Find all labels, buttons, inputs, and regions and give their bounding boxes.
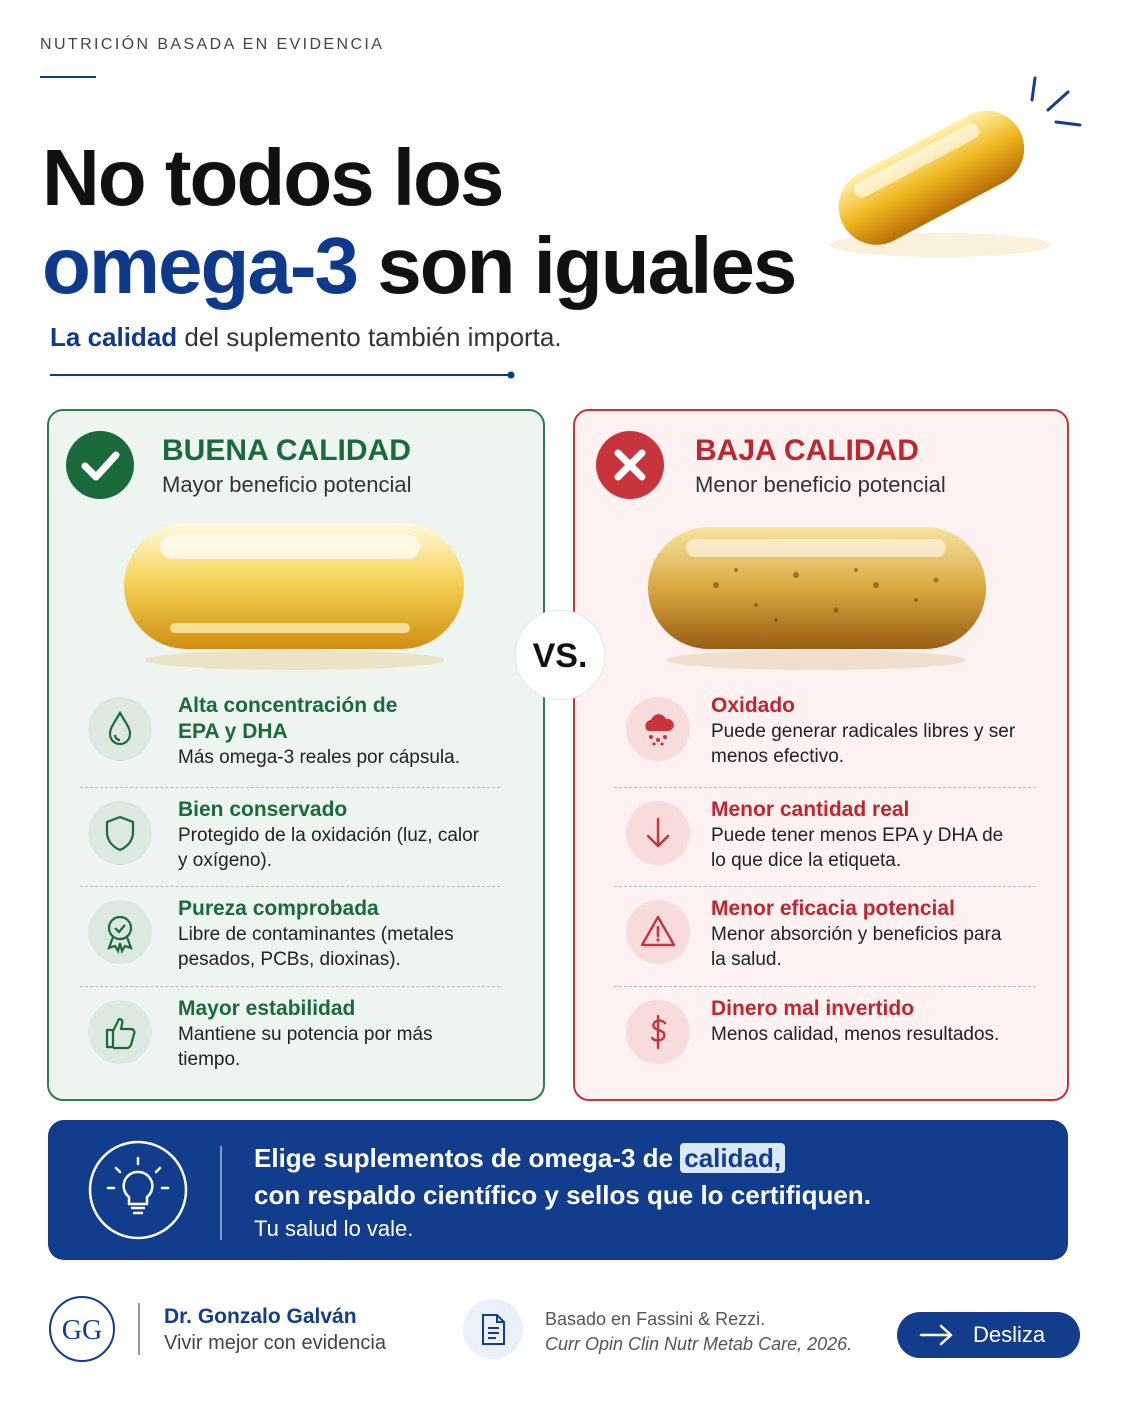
callout-text: Elige suplementos de omega-3 de bbox=[254, 1143, 673, 1173]
separator bbox=[614, 787, 1036, 788]
button-label[interactable]: Desliza bbox=[973, 1322, 1046, 1347]
icon-glyph bbox=[105, 1017, 136, 1050]
icon-glyph bbox=[645, 714, 674, 746]
icon-glyph bbox=[650, 1014, 667, 1050]
check-icon bbox=[66, 431, 134, 499]
divider bbox=[220, 1146, 222, 1240]
title: omega-3 son iguales bbox=[42, 226, 797, 306]
icon-glyph bbox=[108, 710, 132, 746]
callout-line3: Tu salud lo vale. bbox=[254, 1216, 414, 1241]
callout bbox=[48, 1120, 1068, 1260]
bad-subtitle: Menor beneficio potencial bbox=[695, 472, 946, 497]
hero-capsule bbox=[830, 76, 1082, 257]
divider bbox=[138, 1303, 140, 1355]
subtitle: La calidad del suplemento también import… bbox=[50, 322, 562, 353]
source: Basado en Fassini & Rezzi. bbox=[545, 1309, 766, 1329]
callout-line1: Elige suplementos de omega-3 de calidad, bbox=[254, 1143, 786, 1174]
author-tagline: Vivir mejor con evidencia bbox=[164, 1332, 386, 1354]
icon-glyph bbox=[646, 817, 670, 848]
item-text: Protegido de la oxidación (luz, calor y … bbox=[178, 825, 480, 871]
good-title: BUENA CALIDAD bbox=[162, 434, 411, 467]
underline bbox=[50, 371, 515, 379]
item-text: Menor absorción y beneficios para la sal… bbox=[711, 924, 1002, 970]
item-text: Más omega-3 reales por cápsula. bbox=[178, 747, 460, 768]
title: No todos los bbox=[42, 133, 504, 222]
item-icon bbox=[626, 1000, 690, 1064]
title-rest: son iguales bbox=[377, 221, 797, 310]
kicker: NUTRICIÓN BASADA EN EVIDENCIA bbox=[40, 36, 385, 53]
good-capsule bbox=[124, 523, 464, 670]
item-icon bbox=[626, 900, 690, 964]
separator bbox=[80, 986, 500, 987]
source-citation: Curr Opin Clin Nutr Metab Care, 2026. bbox=[545, 1334, 853, 1354]
bad-capsule bbox=[648, 527, 986, 670]
item-text: Libre de contaminantes (metales pesados,… bbox=[178, 924, 454, 970]
item-text: Puede tener menos EPA y DHA de lo que di… bbox=[711, 825, 1004, 871]
item-icon bbox=[88, 1000, 152, 1064]
item-icon bbox=[626, 801, 690, 865]
subtitle-highlight: La calidad bbox=[50, 322, 178, 352]
vs-badge: VS. bbox=[514, 609, 606, 701]
item-title: Menor cantidad real bbox=[711, 798, 910, 821]
item-icon bbox=[88, 801, 152, 865]
item-text: Puede generar radicales libres y ser men… bbox=[711, 721, 1016, 767]
arrow-icon bbox=[919, 1324, 953, 1346]
swipe-button[interactable]: Desliza bbox=[897, 1312, 1080, 1358]
icon-glyph bbox=[107, 915, 133, 954]
item-title: Mayor estabilidad bbox=[178, 997, 356, 1020]
subtitle-rest: del suplemento también importa. bbox=[184, 322, 562, 352]
doc-icon bbox=[463, 1299, 523, 1359]
item-title: Menor eficacia potencial bbox=[711, 897, 955, 920]
bulb-icon bbox=[88, 1140, 188, 1240]
title-highlight: omega-3 bbox=[42, 221, 359, 310]
good-subtitle: Mayor beneficio potencial bbox=[162, 472, 412, 497]
icon-glyph bbox=[640, 915, 676, 947]
icon-glyph bbox=[105, 815, 135, 852]
item-icon bbox=[626, 697, 690, 761]
separator bbox=[80, 886, 500, 887]
item-title: Oxidado bbox=[711, 694, 796, 717]
separator bbox=[80, 787, 500, 788]
item-text: Mantiene su potencia por más tiempo. bbox=[178, 1024, 433, 1070]
item-text: Menos calidad, menos resultados. bbox=[711, 1024, 1000, 1045]
rule bbox=[40, 76, 96, 78]
item-title: Pureza comprobada bbox=[178, 897, 379, 920]
item-title: Alta concentración de EPA y DHA bbox=[178, 694, 398, 743]
author-name: Dr. Gonzalo Galván bbox=[164, 1305, 357, 1328]
callout-highlight: calidad, bbox=[680, 1143, 786, 1173]
x-icon bbox=[596, 431, 664, 499]
logo: GG bbox=[49, 1296, 115, 1362]
item-icon bbox=[88, 697, 152, 761]
item-title: Bien conservado bbox=[178, 798, 348, 821]
callout-line2: con respaldo científico y sellos que lo … bbox=[254, 1180, 871, 1210]
vs-label: VS. bbox=[533, 637, 588, 675]
item-icon bbox=[88, 900, 152, 964]
item-title: Dinero mal invertido bbox=[711, 997, 915, 1020]
initials: GG bbox=[62, 1315, 102, 1346]
separator bbox=[614, 986, 1036, 987]
bad-title: BAJA CALIDAD bbox=[695, 434, 919, 467]
separator bbox=[614, 886, 1036, 887]
